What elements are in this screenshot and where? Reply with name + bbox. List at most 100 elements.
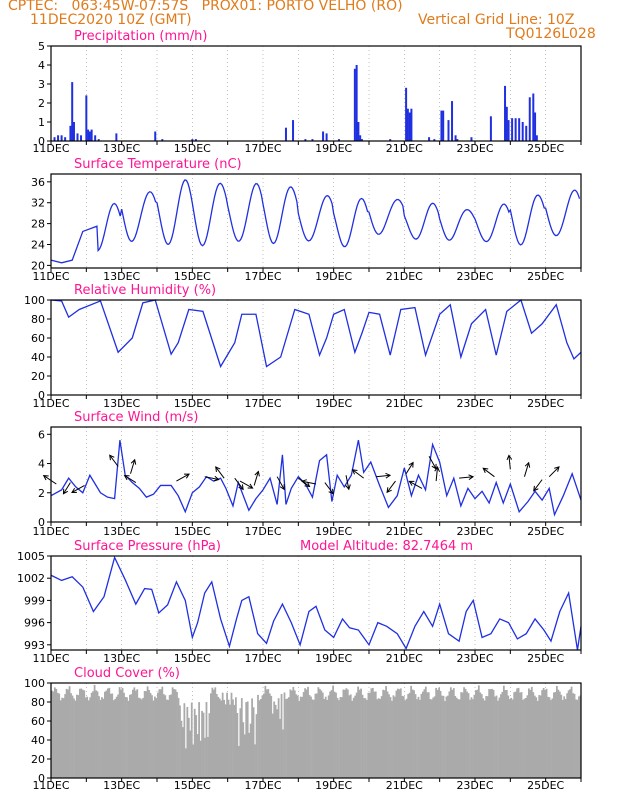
cloud-bar	[227, 699, 230, 778]
cloud-bar	[55, 688, 58, 778]
cloud-bar	[448, 691, 451, 778]
cloud-bar	[463, 687, 465, 778]
cloud-bar	[451, 689, 454, 778]
cloud-bar	[417, 696, 420, 778]
x-tick-label: 21DEC	[386, 270, 423, 283]
x-tick-label: 11DEC	[32, 142, 69, 155]
cloud-bar	[572, 693, 574, 778]
panel-frame	[50, 555, 582, 651]
cloud-bar	[168, 695, 171, 778]
cloud-bar	[513, 692, 516, 778]
cloud-bar	[139, 698, 142, 778]
wind-arrow	[324, 482, 334, 495]
cloud-bar	[413, 690, 415, 778]
wind-arrow	[345, 475, 350, 490]
cloud-bar	[149, 692, 152, 778]
cloud-bar	[177, 697, 180, 778]
cloud-bar	[382, 689, 385, 778]
x-tick-label: 11DEC	[32, 779, 69, 792]
y-tick-label: 1	[38, 116, 45, 129]
wind-arrow	[386, 480, 396, 493]
cloud-bar	[86, 696, 89, 778]
y-tick-label: 40	[31, 734, 45, 747]
x-tick-label: 11DEC	[32, 270, 69, 283]
cloud-bar	[517, 687, 520, 778]
cloud-bar	[277, 698, 280, 778]
cloud-bar	[115, 696, 118, 778]
cloud-bar	[230, 692, 233, 778]
x-tick-label: 17DEC	[244, 779, 281, 792]
cloud-bar	[195, 715, 198, 778]
cloud-bar	[370, 688, 373, 778]
cloud-bar	[476, 689, 479, 778]
precip-bar	[337, 139, 340, 141]
cloud-bar	[268, 693, 271, 778]
cloud-bar	[564, 699, 567, 778]
precip-bar	[284, 127, 287, 141]
x-tick-label: 19DEC	[315, 652, 352, 665]
cloud-bar	[460, 692, 463, 778]
precip-bar	[322, 131, 325, 141]
cloud-bar	[507, 695, 510, 778]
x-tick-label: 21DEC	[386, 779, 423, 792]
precip-bar	[433, 139, 436, 141]
precip-bar	[410, 108, 413, 141]
x-tick-label: 19DEC	[315, 779, 352, 792]
cloud-bar	[90, 692, 93, 778]
cloud-bar	[267, 689, 270, 778]
x-tick-label: 23DEC	[456, 652, 493, 665]
cloud-bar	[167, 699, 170, 778]
cloud-bar	[254, 744, 256, 778]
cloud-bar	[286, 698, 289, 778]
wind-arrow-head	[109, 454, 115, 461]
cloud-bar	[108, 687, 111, 778]
y-tick-label: 100	[24, 677, 45, 690]
cloud-bar	[330, 690, 333, 778]
cloud-bar	[414, 694, 417, 778]
cloud-bar	[120, 689, 122, 778]
header-run-id: TQ0126L028	[506, 26, 596, 42]
x-tick-label: 17DEC	[244, 652, 281, 665]
panel-annotation: Model Altitude: 82.7464 m	[300, 539, 473, 554]
panel-2	[47, 298, 582, 399]
cloud-bar	[526, 695, 529, 778]
cloud-bar	[477, 685, 480, 778]
cloud-bar	[84, 697, 87, 778]
cloud-bar	[479, 692, 482, 778]
cloud-bar	[192, 744, 195, 778]
x-tick-label: 17DEC	[244, 525, 281, 538]
y-tick-label: 2	[38, 97, 45, 110]
wind-arrow-head	[300, 479, 307, 485]
cloud-bar	[143, 690, 146, 778]
x-tick-label: 25DEC	[527, 652, 564, 665]
precip-bar	[505, 106, 508, 141]
cloud-bar	[371, 687, 374, 778]
cloud-bar	[525, 697, 527, 778]
wind-arrow-head	[351, 469, 358, 475]
cloud-bar	[292, 686, 295, 778]
cloud-bar	[87, 700, 90, 778]
cloud-bar	[355, 692, 358, 778]
cloud-bar	[121, 687, 124, 778]
series-line	[50, 555, 582, 651]
cloud-bar	[326, 699, 329, 778]
wind-arrow-head	[554, 466, 560, 472]
cloud-bar	[407, 694, 410, 778]
wind-arrow	[508, 455, 511, 470]
cloud-bar	[333, 691, 336, 778]
cloud-bar	[532, 692, 535, 778]
cloud-bar	[280, 693, 283, 778]
cloud-bar	[316, 693, 318, 778]
panel-title: Surface Temperature (nC)	[74, 157, 242, 172]
x-tick-label: 23DEC	[456, 525, 493, 538]
cloud-bar	[454, 695, 457, 778]
y-tick-label: 0	[38, 772, 45, 785]
wind-arrow	[71, 485, 85, 493]
cloud-bar	[438, 687, 440, 778]
cloud-bar	[399, 688, 402, 778]
cloud-bar	[336, 697, 339, 778]
cloud-bar	[339, 697, 342, 778]
precip-bar	[514, 118, 517, 141]
cloud-bar	[252, 707, 255, 778]
cloud-bar	[472, 699, 474, 778]
